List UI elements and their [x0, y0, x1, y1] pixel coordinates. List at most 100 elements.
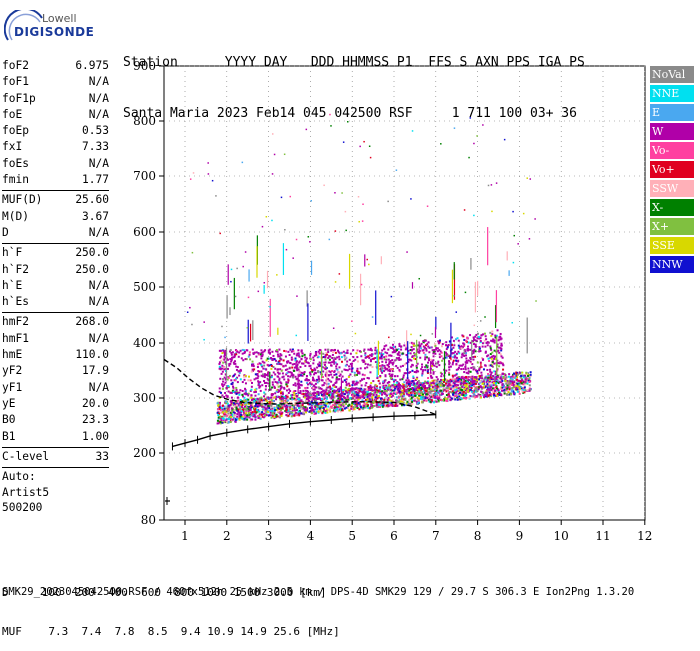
- echo-point: [407, 358, 410, 361]
- echo-point: [397, 348, 400, 351]
- echo-point: [380, 400, 383, 403]
- echo-point: [398, 370, 401, 373]
- echo-point: [452, 352, 455, 355]
- echo-point: [474, 390, 477, 393]
- echo-point: [411, 363, 414, 366]
- echo-point: [413, 382, 416, 385]
- echo-point: [297, 379, 300, 382]
- echo-point: [344, 397, 347, 400]
- echo-point: [380, 393, 383, 396]
- echo-point: [347, 392, 350, 395]
- echo-point: [271, 397, 274, 400]
- echo-point: [448, 383, 451, 386]
- echo-point: [514, 385, 517, 388]
- param-value: 268.0: [75, 315, 109, 329]
- echo-point: [498, 374, 501, 377]
- echo-point: [275, 349, 278, 352]
- echo-point: [385, 344, 388, 347]
- echo-point: [403, 390, 406, 393]
- echo-point: [478, 346, 481, 349]
- echo-point: [529, 373, 532, 376]
- echo-point: [312, 408, 315, 411]
- echo-point: [262, 406, 265, 409]
- echo-point: [310, 401, 313, 404]
- echo-point: [304, 409, 307, 412]
- logo-arc-icon: [4, 10, 43, 41]
- echo-point: [358, 381, 361, 384]
- echo-point: [292, 374, 295, 377]
- echo-point: [356, 367, 359, 370]
- echo-point: [456, 396, 459, 399]
- echo-point: [284, 402, 287, 405]
- echo-point: [369, 386, 372, 389]
- echo-point: [309, 367, 312, 370]
- echo-point: [501, 379, 504, 382]
- echo-point: [454, 384, 457, 387]
- echo-point: [315, 353, 318, 356]
- echo-point: [288, 413, 291, 416]
- echo-point: [333, 390, 336, 393]
- echo-point: [368, 397, 371, 400]
- echo-point: [246, 414, 249, 417]
- echo-point: [408, 384, 411, 387]
- echo-point: [347, 407, 350, 410]
- echo-point: [278, 355, 281, 358]
- echo-point: [433, 364, 436, 367]
- echo-point: [336, 407, 339, 410]
- echo-point: [505, 376, 508, 379]
- echo-point: [230, 399, 233, 402]
- echo-point: [449, 379, 452, 382]
- echo-point: [394, 403, 397, 406]
- echo-point: [335, 386, 338, 389]
- echo-point: [395, 385, 398, 388]
- echo-point: [259, 400, 262, 403]
- echo-point: [216, 422, 219, 425]
- x-tick-label: 4: [307, 529, 315, 543]
- echo-point: [294, 357, 297, 360]
- param-row: yF2 17.9: [2, 363, 109, 379]
- param-row: foF1 N/A: [2, 74, 109, 90]
- echo-point: [295, 367, 298, 370]
- echo-point: [233, 406, 236, 409]
- echo-point: [287, 391, 290, 394]
- echo-point: [417, 393, 420, 396]
- echo-point: [407, 379, 410, 382]
- param-key: h`F: [2, 246, 23, 260]
- echo-point: [490, 376, 493, 379]
- echo-point: [521, 374, 524, 377]
- echo-point: [508, 270, 510, 276]
- echo-point: [335, 380, 338, 383]
- echo-point: [271, 350, 274, 353]
- echo-point: [437, 340, 440, 343]
- echo-point: [479, 337, 482, 340]
- echo-point: [521, 379, 524, 382]
- echo-point: [422, 341, 425, 344]
- echo-point: [220, 395, 223, 398]
- echo-point: [426, 382, 429, 385]
- echo-point: [407, 352, 410, 355]
- echo-point: [498, 365, 501, 368]
- echo-point: [410, 359, 413, 362]
- echo-point: [266, 401, 269, 404]
- echo-point: [276, 408, 279, 411]
- echo-point: [298, 373, 301, 376]
- echo-point: [292, 376, 295, 379]
- echo-point: [357, 396, 360, 399]
- echo-point: [389, 360, 392, 363]
- param-row: M(D) 3.67: [2, 209, 109, 225]
- echo-point: [429, 400, 432, 403]
- echo-point: [325, 397, 328, 400]
- param-key: fxI: [2, 140, 23, 154]
- echo-point: [252, 412, 255, 415]
- echo-point: [375, 400, 378, 403]
- echo-point: [253, 415, 256, 418]
- echo-point: [253, 401, 256, 404]
- echo-point: [313, 384, 316, 387]
- echo-point: [219, 422, 222, 425]
- echo-point: [270, 416, 273, 419]
- echo-point: [258, 386, 261, 389]
- echo-point: [500, 381, 503, 384]
- echo-point: [354, 374, 357, 377]
- echo-point: [432, 372, 435, 375]
- echo-point: [494, 392, 497, 395]
